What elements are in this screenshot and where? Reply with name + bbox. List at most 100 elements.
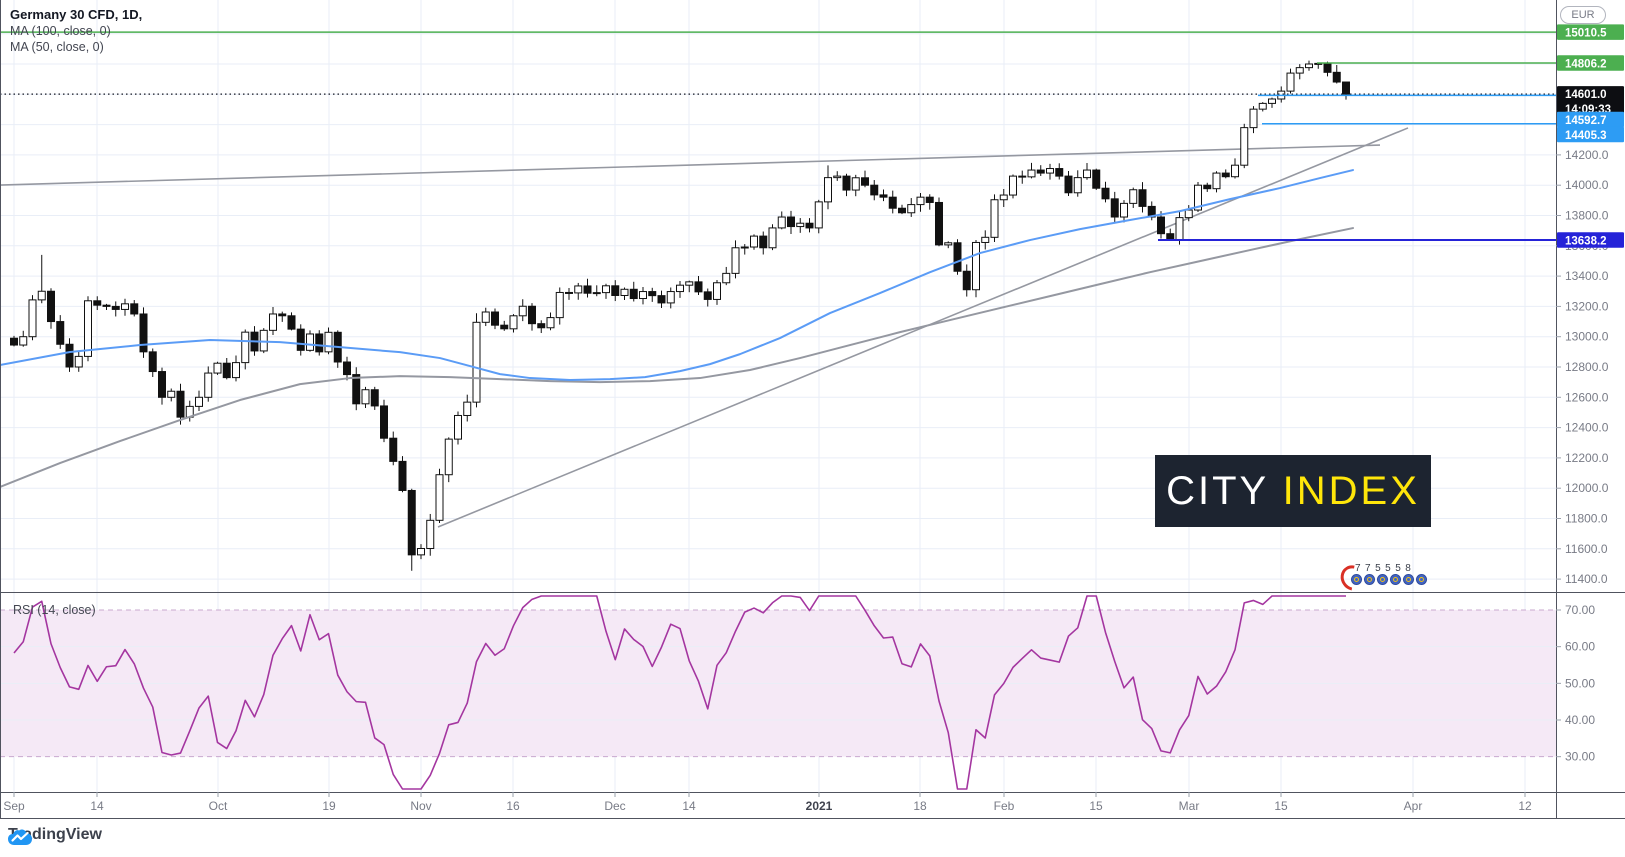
rsi-tick-label[interactable]: 60.00 <box>1565 640 1595 654</box>
candle[interactable] <box>537 323 546 329</box>
price-level-label-text[interactable]: 14806.2 <box>1565 58 1607 70</box>
candle[interactable] <box>74 355 83 368</box>
price-tick-label[interactable]: 12600.0 <box>1565 390 1609 404</box>
candle[interactable] <box>398 460 407 491</box>
candle[interactable] <box>102 304 111 307</box>
candle[interactable] <box>583 285 592 294</box>
candle[interactable] <box>287 315 296 330</box>
candle[interactable] <box>148 351 157 373</box>
time-tick-label[interactable]: 19 <box>322 799 336 813</box>
candle[interactable] <box>213 362 222 374</box>
candle[interactable] <box>851 177 860 191</box>
candle[interactable] <box>1036 169 1045 174</box>
candle[interactable] <box>685 281 694 286</box>
candle[interactable] <box>1166 233 1175 241</box>
rsi-tick-label[interactable]: 70.00 <box>1565 603 1595 617</box>
price-level-label-text[interactable]: 14601.0 <box>1565 89 1607 101</box>
price-level-label[interactable] <box>1557 232 1624 248</box>
candle[interactable] <box>1212 172 1221 190</box>
candle[interactable] <box>1240 127 1249 166</box>
candle[interactable] <box>722 272 731 284</box>
candle[interactable] <box>435 474 444 521</box>
candle[interactable] <box>121 303 129 310</box>
candle[interactable] <box>981 236 990 243</box>
candle[interactable] <box>454 414 462 440</box>
candle[interactable] <box>824 177 832 203</box>
candle[interactable] <box>167 390 176 398</box>
candle[interactable] <box>84 300 92 357</box>
candle[interactable] <box>278 313 287 317</box>
price-tick-label[interactable]: 14000.0 <box>1565 178 1609 192</box>
candle[interactable] <box>1332 71 1341 83</box>
candle[interactable] <box>111 305 120 310</box>
candle[interactable] <box>65 343 74 368</box>
price-tick-label[interactable]: 11600.0 <box>1565 542 1608 556</box>
candle[interactable] <box>1203 184 1212 190</box>
candle[interactable] <box>1064 175 1073 194</box>
rsi-line[interactable] <box>13 595 1346 790</box>
legend-ma-100[interactable]: MA (100, close, 0) <box>10 24 111 38</box>
candle[interactable] <box>731 247 740 274</box>
candle[interactable] <box>296 328 305 351</box>
candle[interactable] <box>999 194 1008 201</box>
candle[interactable] <box>1138 189 1147 207</box>
ma-100-line[interactable] <box>0 227 1354 488</box>
symbol-title[interactable]: Germany 30 CFD, 1D, <box>10 7 143 22</box>
candle[interactable] <box>648 291 657 297</box>
candle[interactable] <box>962 270 971 291</box>
candle[interactable] <box>241 331 250 364</box>
candle[interactable] <box>1120 202 1128 218</box>
price-tick-label[interactable]: 13200.0 <box>1565 299 1609 313</box>
candle[interactable] <box>472 321 481 403</box>
time-tick-label[interactable]: Dec <box>604 799 625 813</box>
rsi-tick-label[interactable]: 40.00 <box>1565 713 1595 727</box>
ma-50-line[interactable] <box>0 169 1354 382</box>
candle[interactable] <box>944 242 953 246</box>
candle[interactable] <box>158 371 166 398</box>
candle[interactable] <box>204 372 213 398</box>
price-tick-label[interactable]: 12000.0 <box>1565 481 1609 495</box>
candle[interactable] <box>306 333 314 351</box>
candle[interactable] <box>1101 187 1110 200</box>
time-tick-label[interactable]: Nov <box>410 799 431 813</box>
candle[interactable] <box>315 333 324 353</box>
candle[interactable] <box>1046 168 1054 174</box>
time-tick-label[interactable]: 2021 <box>806 799 833 813</box>
candle[interactable] <box>629 288 638 300</box>
candle[interactable] <box>916 196 925 206</box>
candle[interactable] <box>666 291 675 304</box>
candle[interactable] <box>10 337 18 346</box>
candle[interactable] <box>888 196 897 209</box>
price-tick-label[interactable]: 11400.0 <box>1565 572 1608 586</box>
time-tick-label[interactable]: 14 <box>682 799 696 813</box>
candle[interactable] <box>481 311 490 323</box>
candle[interactable] <box>574 285 583 294</box>
candle[interactable] <box>565 291 573 294</box>
candle[interactable] <box>176 390 185 418</box>
candle[interactable] <box>1295 67 1304 74</box>
candle[interactable] <box>879 194 888 198</box>
price-tick-label[interactable]: 13400.0 <box>1565 269 1609 283</box>
candle[interactable] <box>444 438 453 476</box>
price-level-label[interactable] <box>1557 126 1624 143</box>
candle[interactable] <box>139 313 148 353</box>
candle[interactable] <box>787 216 795 228</box>
candle[interactable] <box>842 175 851 191</box>
candle[interactable] <box>925 196 934 203</box>
candle[interactable] <box>463 401 472 416</box>
candle[interactable] <box>343 361 351 376</box>
candle[interactable] <box>269 313 277 331</box>
candle[interactable] <box>352 374 361 405</box>
candle[interactable] <box>814 201 823 229</box>
price-tick-label[interactable]: 13800.0 <box>1565 209 1609 223</box>
candle[interactable] <box>1157 216 1165 235</box>
candle[interactable] <box>1342 81 1350 95</box>
candle[interactable] <box>222 362 231 379</box>
time-tick-label[interactable]: Apr <box>1404 799 1423 813</box>
price-tick-label[interactable]: 14200.0 <box>1565 148 1609 162</box>
candle[interactable] <box>713 282 721 300</box>
candle[interactable] <box>528 305 536 325</box>
candle[interactable] <box>1129 189 1138 204</box>
candle[interactable] <box>907 204 916 214</box>
rsi-tick-label[interactable]: 30.00 <box>1565 750 1595 764</box>
